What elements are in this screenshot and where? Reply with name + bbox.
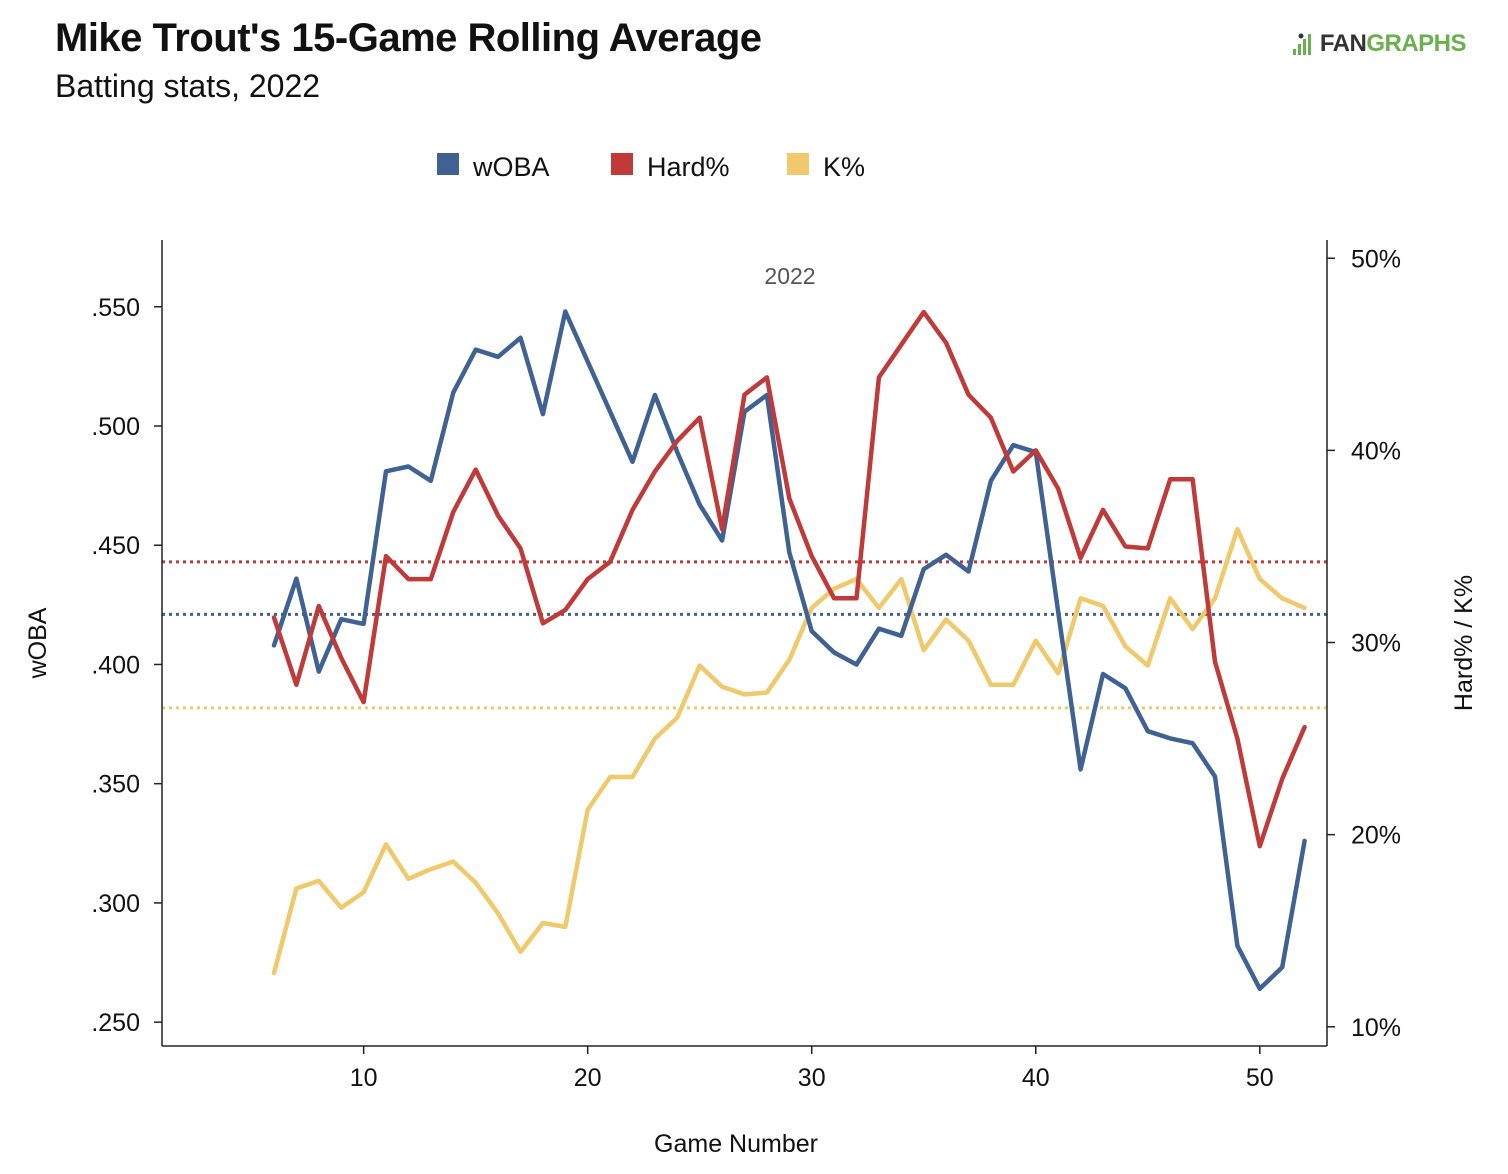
y-left-tick-label: .450	[91, 532, 140, 560]
fangraphs-logo: FAN GRAPHS	[1292, 30, 1466, 58]
series-line-k	[271, 526, 1307, 976]
legend-label-k: K%	[823, 152, 865, 182]
y-left-tick-label: .300	[91, 890, 140, 918]
axes: 10 20 30 40 50 .250 .300 .350 .400 .450 .500 .550 10…	[91, 240, 1401, 1092]
chart-subtitle: Batting stats, 2022	[55, 68, 321, 104]
y-right-tick-label: 30%	[1351, 630, 1401, 658]
average-lines	[162, 560, 1327, 710]
x-tick-label: 20	[574, 1064, 602, 1092]
series-lines	[271, 309, 1307, 992]
y-right-tick-label: 10%	[1351, 1014, 1401, 1042]
series-line-hard	[271, 309, 1307, 849]
x-tick-label: 50	[1246, 1064, 1274, 1092]
legend-swatch-k	[787, 153, 809, 175]
y-left-axis-title: wOBA	[24, 607, 52, 679]
y-left-tick-label: .500	[91, 413, 140, 441]
chart-annotation: 2022	[764, 263, 815, 289]
y-left-tick-label: .550	[91, 294, 140, 322]
fangraphs-logo-icon	[1292, 33, 1311, 55]
y-right-tick-label: 50%	[1351, 245, 1401, 273]
logo-text-fan: FAN	[1319, 30, 1367, 57]
y-left-tick-label: .400	[91, 651, 140, 679]
y-left-tick-label: .250	[91, 1009, 140, 1037]
legend-label-hard: Hard%	[647, 152, 730, 182]
legend: wOBA Hard% K%	[437, 152, 865, 182]
x-tick-label: 30	[798, 1064, 826, 1092]
x-tick-label: 10	[350, 1064, 378, 1092]
y-right-axis-title: Hard% / K%	[1450, 575, 1478, 711]
y-right-tick-label: 40%	[1351, 437, 1401, 465]
chart-title: Mike Trout's 15-Game Rolling Average	[55, 16, 762, 60]
legend-label-woba: wOBA	[472, 152, 550, 182]
y-left-tick-label: .350	[91, 771, 140, 799]
legend-swatch-woba	[437, 153, 459, 175]
x-tick-label: 40	[1022, 1064, 1050, 1092]
y-right-tick-label: 20%	[1351, 822, 1401, 850]
logo-text-graphs: GRAPHS	[1366, 30, 1466, 57]
legend-swatch-hard	[611, 153, 633, 175]
x-axis-title: Game Number	[654, 1130, 818, 1158]
series-line-woba	[271, 309, 1307, 992]
